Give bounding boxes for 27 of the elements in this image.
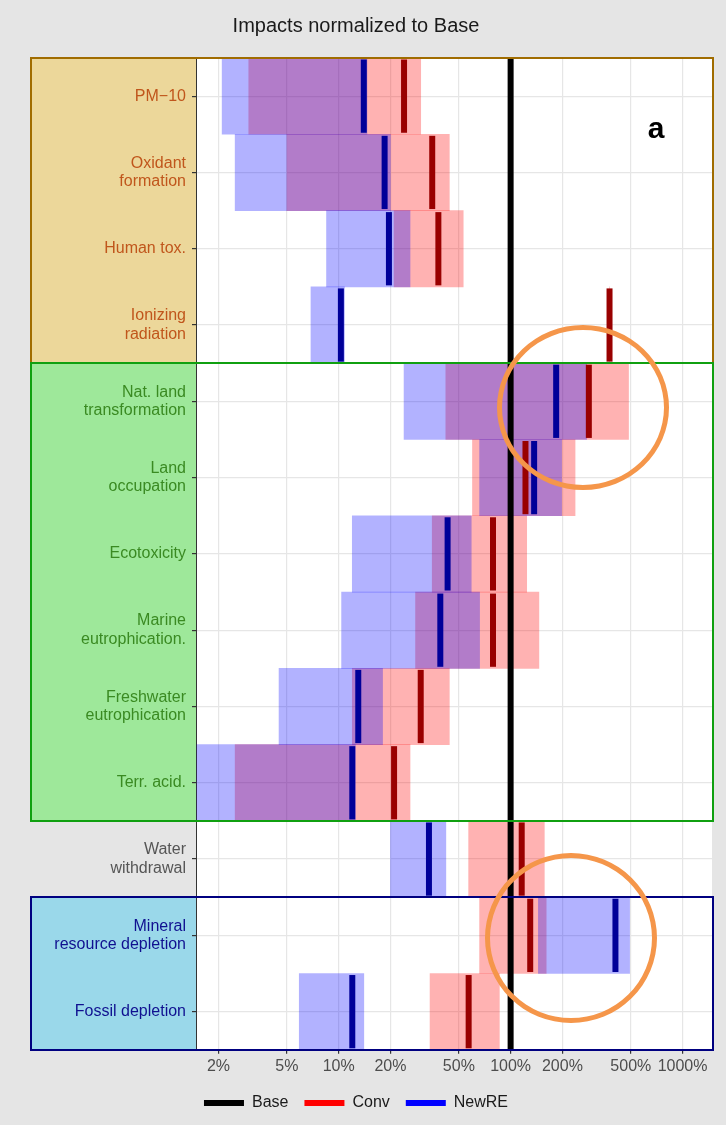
x-tick-label: 100% (490, 1056, 532, 1074)
x-tick-label: 20% (374, 1056, 407, 1074)
y-tick-label: Ionizing radiation (124, 306, 186, 342)
y-tick-label: Water withdrawal (109, 840, 187, 876)
x-tick-label: 50% (442, 1056, 475, 1074)
y-tick-label: Freshwater eutrophication (85, 687, 187, 724)
y-tick-label: Land occupation (108, 458, 186, 495)
y-tick-label: Fossil depletion (74, 1002, 186, 1020)
x-tick-label: 5% (275, 1056, 299, 1074)
x-tick-label: 1000% (657, 1056, 708, 1074)
y-tick-label: Mineral resource depletion (54, 916, 186, 952)
legend-label: Conv (352, 1093, 390, 1111)
x-tick-label: 2% (206, 1056, 231, 1074)
legend-label: NewRE (453, 1093, 509, 1111)
y-tick-label: Oxidant formation (119, 153, 187, 190)
x-tick-label: 500% (610, 1056, 652, 1074)
legend-label: Base (251, 1093, 289, 1111)
y-tick-label: Nat. land transformation (83, 382, 186, 418)
y-tick-label: Marine eutrophication. (81, 611, 187, 647)
annotation: a (647, 111, 665, 145)
y-tick-label: Ecotoxicity (109, 544, 186, 562)
chart-title: Impacts normalized to Base (232, 13, 480, 36)
x-tick-label: 200% (541, 1056, 583, 1074)
y-tick-label: Human tox. (104, 239, 186, 257)
y-tick-label: Terr. acid. (116, 773, 186, 791)
x-tick-label: 10% (322, 1056, 355, 1074)
y-tick-label: PM−10 (134, 86, 187, 104)
